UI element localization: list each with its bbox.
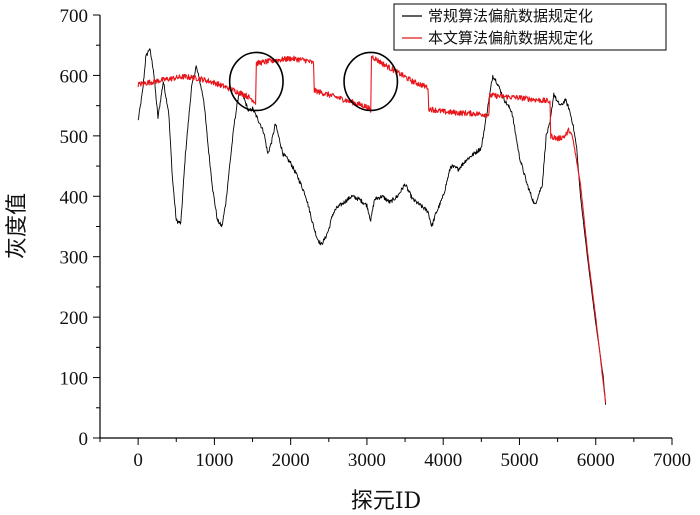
axis-layer xyxy=(99,15,672,439)
y-tick-label: 0 xyxy=(79,429,89,450)
y-tick-label: 100 xyxy=(60,369,89,390)
x-tick-label: 5000 xyxy=(500,450,538,471)
series-layer xyxy=(137,48,607,405)
x-axis-title: 探元ID xyxy=(351,489,421,514)
x-tick-label: 6000 xyxy=(577,450,615,471)
x-tick-label: 4000 xyxy=(424,450,462,471)
legend: 常规算法偏航数据规定化 本文算法偏航数据规定化 xyxy=(393,3,667,51)
x-tick-label: 0 xyxy=(133,450,143,471)
x-tick-label: 1000 xyxy=(195,450,233,471)
y-tick-label: 200 xyxy=(60,308,89,329)
series-line-0 xyxy=(137,48,607,405)
series-line-1 xyxy=(137,55,607,404)
y-axis-title: 灰度值 xyxy=(5,193,30,259)
legend-label-conventional: 常规算法偏航数据规定化 xyxy=(428,7,593,25)
highlight-ellipse-1 xyxy=(343,51,399,112)
x-tick-label: 7000 xyxy=(653,450,691,471)
annotation-layer xyxy=(228,51,399,112)
x-tick-label: 2000 xyxy=(272,450,310,471)
legend-label-proposed: 本文算法偏航数据规定化 xyxy=(428,29,593,47)
y-tick-label: 500 xyxy=(60,127,89,148)
y-tick-label: 600 xyxy=(60,66,89,87)
highlight-ellipse-0 xyxy=(228,51,284,112)
y-tick-label: 300 xyxy=(60,248,89,269)
x-tick-label: 3000 xyxy=(348,450,386,471)
legend-box xyxy=(393,3,667,51)
y-tick-label: 700 xyxy=(60,6,89,27)
tick-layer: 0 1000 2000 3000 4000 5000 6000 7000 0 100 200 300 4… xyxy=(60,6,692,471)
y-tick-label: 400 xyxy=(60,187,89,208)
